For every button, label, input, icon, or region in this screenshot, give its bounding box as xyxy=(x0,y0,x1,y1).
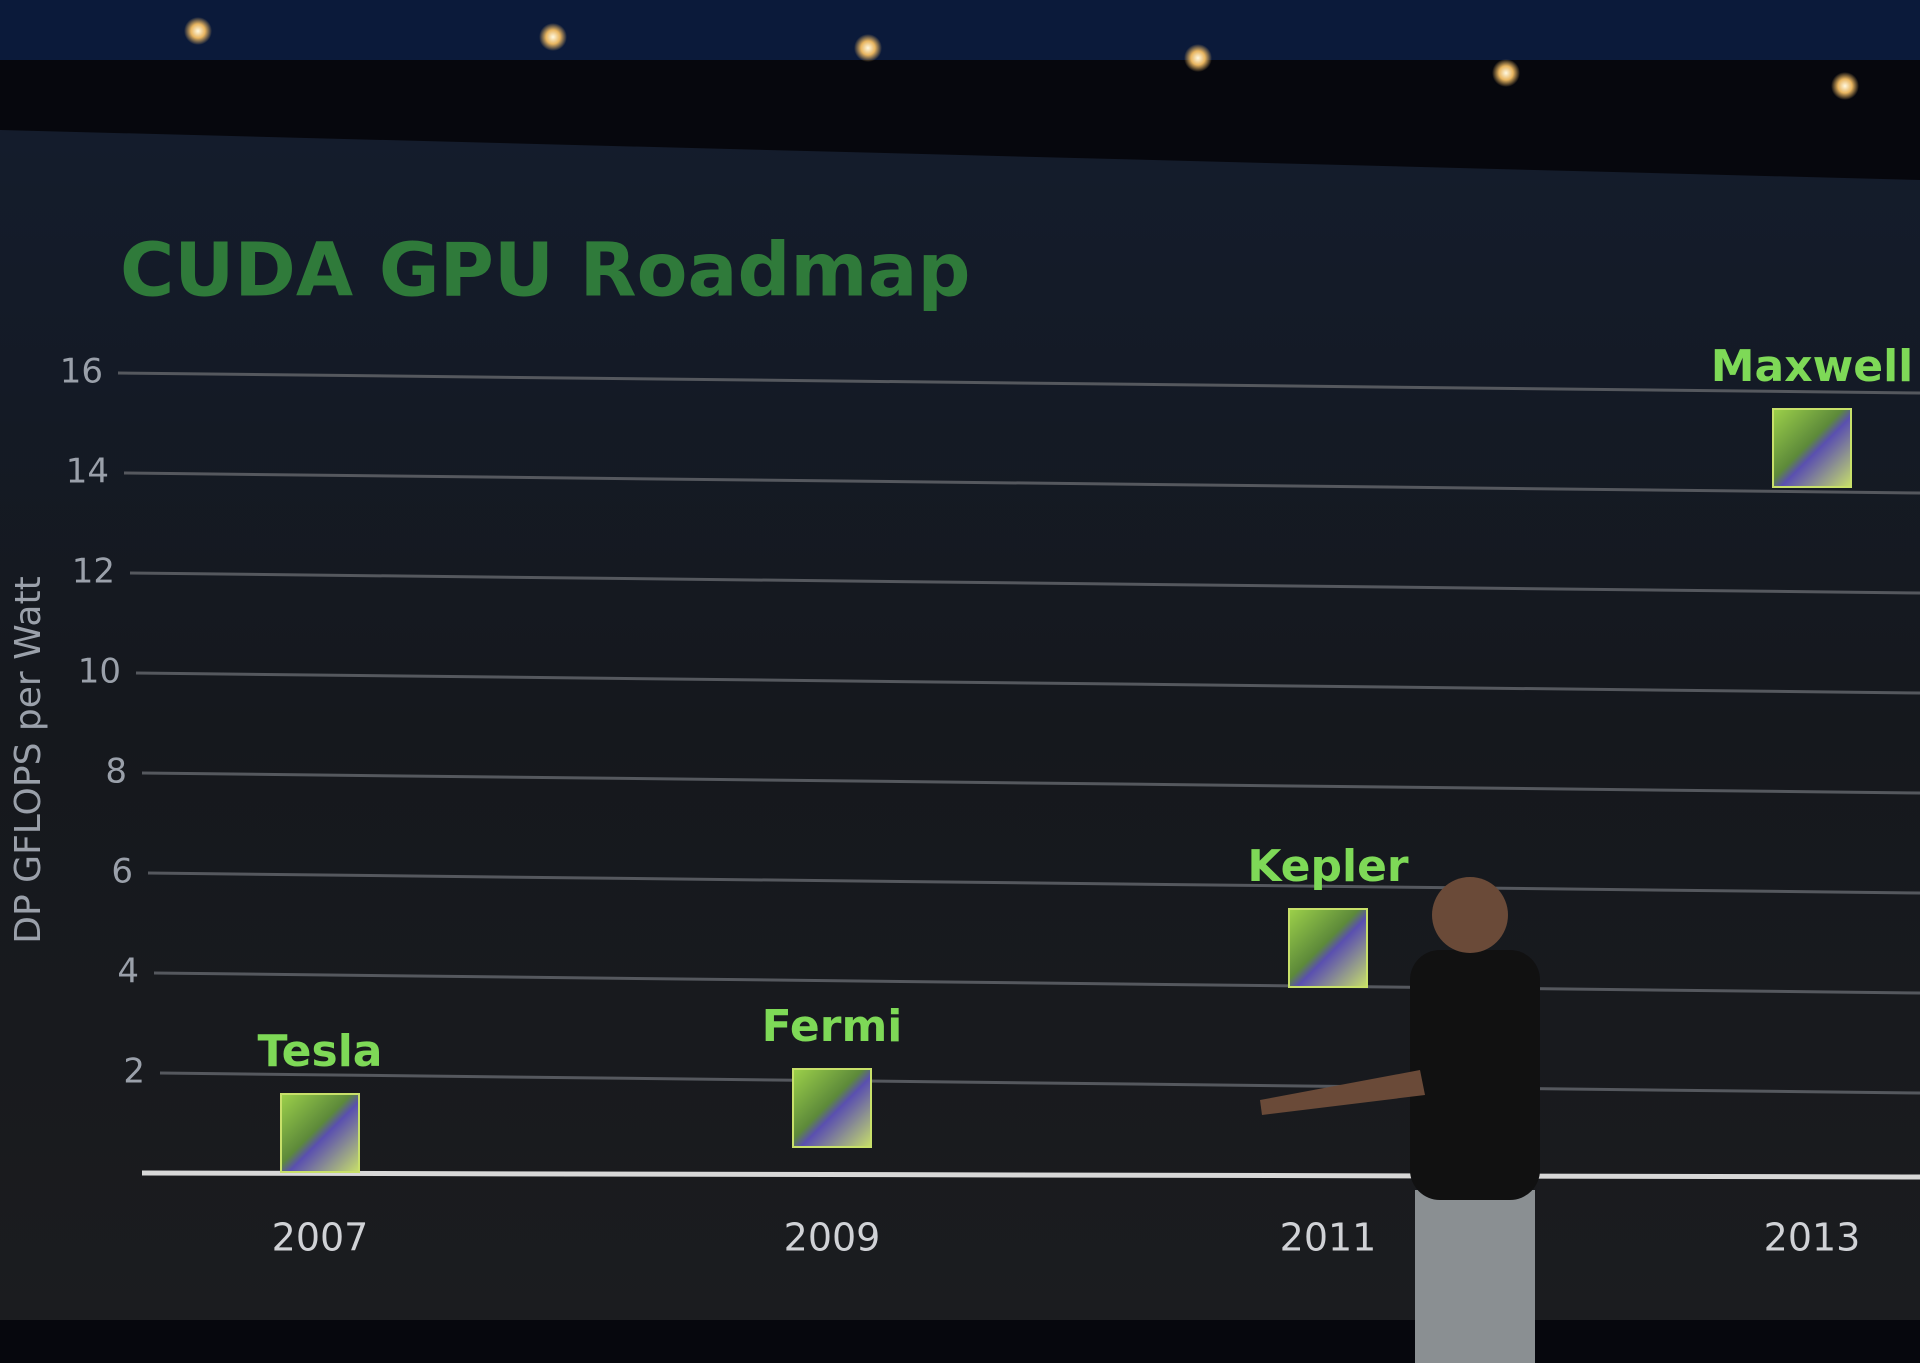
point-label: Maxwell xyxy=(1711,341,1914,392)
grid-line xyxy=(141,771,1920,795)
y-tick-label: 14 xyxy=(66,452,109,492)
point-label: Tesla xyxy=(258,1026,383,1077)
point-label: Kepler xyxy=(1247,841,1409,892)
x-tick-label: 2007 xyxy=(272,1216,369,1260)
x-tick-label: 2013 xyxy=(1764,1216,1861,1260)
x-tick-label: 2009 xyxy=(784,1216,881,1260)
point-label: Fermi xyxy=(762,1001,903,1052)
y-tick-label: 8 xyxy=(105,752,127,792)
grid-line xyxy=(153,971,1920,995)
chip-marker xyxy=(1772,408,1852,488)
x-tick-label: 2011 xyxy=(1280,1216,1377,1260)
y-tick-label: 6 xyxy=(111,852,133,892)
grid-line xyxy=(135,671,1920,695)
chip-marker xyxy=(792,1068,872,1148)
plot: 2 4 6 8 10 12 14 16 2007 Tesla 2009 Fermi 2011 Kepler… xyxy=(60,341,1920,1260)
y-tick-label: 12 xyxy=(72,552,115,592)
chip-marker xyxy=(1288,908,1368,988)
x-axis xyxy=(141,1170,1920,1180)
y-axis-label: DP GFLOPS per Watt xyxy=(8,576,49,943)
grid-line xyxy=(147,871,1920,895)
grid-line xyxy=(123,471,1920,495)
grid-line xyxy=(129,571,1920,595)
grid-line xyxy=(159,1071,1920,1095)
stage-lights xyxy=(184,17,1859,100)
grid-line xyxy=(117,371,1920,395)
y-tick-label: 10 xyxy=(78,652,121,692)
y-tick-label: 16 xyxy=(60,352,103,392)
chip-marker xyxy=(280,1093,360,1173)
chart-title: CUDA GPU Roadmap xyxy=(120,228,970,314)
presenter xyxy=(1260,877,1540,1363)
y-tick-label: 2 xyxy=(123,1052,145,1092)
ceiling xyxy=(0,0,1920,60)
y-tick-label: 4 xyxy=(117,952,139,992)
